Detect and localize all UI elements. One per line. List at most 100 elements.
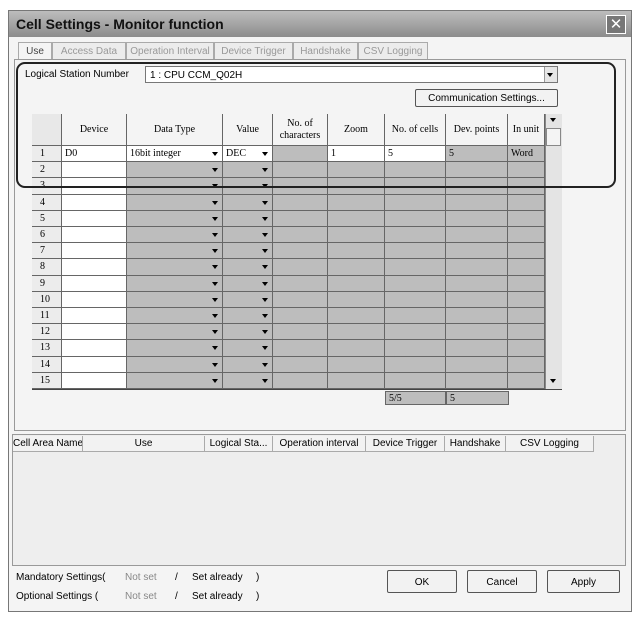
- grid-cell[interactable]: [328, 162, 385, 179]
- grid-cell[interactable]: 16bit integer: [127, 146, 223, 163]
- grid-cell[interactable]: [508, 324, 545, 341]
- list-header[interactable]: Logical Sta...: [205, 436, 273, 452]
- grid-cell[interactable]: [385, 210, 446, 227]
- grid-cell[interactable]: [223, 291, 273, 308]
- grid-cell[interactable]: [385, 356, 446, 373]
- button[interactable]: Cancel: [467, 570, 537, 593]
- grid-cell[interactable]: [385, 291, 446, 308]
- grid-cell[interactable]: [446, 162, 508, 179]
- grid-cell[interactable]: [127, 291, 223, 308]
- grid-cell[interactable]: [508, 308, 545, 325]
- grid-cell[interactable]: [273, 324, 328, 341]
- tab[interactable]: Access Data: [52, 42, 126, 59]
- grid-cell[interactable]: [508, 275, 545, 292]
- list-header[interactable]: Handshake: [445, 436, 506, 452]
- grid-cell[interactable]: [62, 243, 127, 260]
- grid-cell[interactable]: [273, 227, 328, 244]
- grid-cell[interactable]: [508, 210, 545, 227]
- grid-cell[interactable]: [62, 340, 127, 357]
- grid-cell[interactable]: [385, 372, 446, 389]
- grid-cell[interactable]: [62, 162, 127, 179]
- grid-cell[interactable]: [508, 356, 545, 373]
- grid-cell[interactable]: [446, 324, 508, 341]
- grid-cell[interactable]: [328, 372, 385, 389]
- grid-cell[interactable]: [127, 275, 223, 292]
- grid-cell[interactable]: [127, 243, 223, 260]
- grid-cell[interactable]: [508, 340, 545, 357]
- grid-cell[interactable]: [446, 356, 508, 373]
- grid-cell[interactable]: [385, 162, 446, 179]
- grid-cell[interactable]: [223, 194, 273, 211]
- button[interactable]: Apply: [547, 570, 620, 593]
- grid-cell[interactable]: [62, 259, 127, 276]
- grid-cell[interactable]: [328, 210, 385, 227]
- grid-cell[interactable]: [508, 243, 545, 260]
- list-header[interactable]: CSV Logging: [506, 436, 594, 452]
- grid-cell[interactable]: [223, 259, 273, 276]
- grid-cell[interactable]: [385, 194, 446, 211]
- grid-cell[interactable]: [385, 259, 446, 276]
- grid-cell[interactable]: [273, 340, 328, 357]
- grid-cell[interactable]: [127, 259, 223, 276]
- grid-cell[interactable]: [223, 275, 273, 292]
- grid-cell[interactable]: [223, 227, 273, 244]
- grid-cell[interactable]: [328, 308, 385, 325]
- grid-cell[interactable]: [127, 324, 223, 341]
- grid-cell[interactable]: [127, 210, 223, 227]
- grid-cell[interactable]: [223, 308, 273, 325]
- grid-cell[interactable]: [273, 275, 328, 292]
- tab[interactable]: Use: [18, 42, 52, 59]
- grid-cell[interactable]: [273, 356, 328, 373]
- grid-cell[interactable]: [508, 227, 545, 244]
- grid-cell[interactable]: [508, 259, 545, 276]
- grid-cell[interactable]: [446, 372, 508, 389]
- grid-cell[interactable]: [328, 356, 385, 373]
- grid-cell[interactable]: [328, 291, 385, 308]
- grid-cell[interactable]: [62, 308, 127, 325]
- scroll-thumb[interactable]: [546, 128, 561, 146]
- list-header[interactable]: Device Trigger: [366, 436, 445, 452]
- grid-cell[interactable]: [273, 308, 328, 325]
- grid-cell[interactable]: [273, 291, 328, 308]
- grid-cell[interactable]: [127, 227, 223, 244]
- tab[interactable]: Device Trigger: [214, 42, 293, 59]
- tab[interactable]: Handshake: [293, 42, 358, 59]
- grid-cell[interactable]: [446, 227, 508, 244]
- grid-cell[interactable]: [273, 243, 328, 260]
- grid-cell[interactable]: [446, 291, 508, 308]
- grid-cell[interactable]: [127, 340, 223, 357]
- grid-cell[interactable]: [273, 259, 328, 276]
- station-dropdown[interactable]: 1 : CPU CCM_Q02H: [145, 66, 558, 83]
- grid-cell[interactable]: [273, 194, 328, 211]
- grid-cell[interactable]: [223, 210, 273, 227]
- grid-cell[interactable]: [273, 162, 328, 179]
- grid-cell[interactable]: [273, 372, 328, 389]
- grid-cell[interactable]: [127, 308, 223, 325]
- grid-cell[interactable]: [328, 194, 385, 211]
- button[interactable]: Communication Settings...: [415, 89, 558, 107]
- grid-cell[interactable]: [385, 227, 446, 244]
- grid-cell[interactable]: [385, 324, 446, 341]
- grid-cell[interactable]: [223, 372, 273, 389]
- grid-cell[interactable]: [328, 243, 385, 260]
- grid-cell[interactable]: [273, 146, 328, 163]
- grid-cell[interactable]: D0: [62, 146, 127, 163]
- grid-cell[interactable]: 1: [328, 146, 385, 163]
- grid-cell[interactable]: [446, 275, 508, 292]
- grid-cell[interactable]: [385, 243, 446, 260]
- grid-cell[interactable]: [508, 162, 545, 179]
- grid-cell[interactable]: [446, 210, 508, 227]
- grid-cell[interactable]: [385, 308, 446, 325]
- grid-cell[interactable]: [223, 243, 273, 260]
- grid-cell[interactable]: [62, 372, 127, 389]
- grid-cell[interactable]: [446, 340, 508, 357]
- grid-cell[interactable]: Word: [508, 146, 545, 163]
- tab[interactable]: CSV Logging: [358, 42, 428, 59]
- grid-cell[interactable]: [62, 324, 127, 341]
- grid-cell[interactable]: [127, 162, 223, 179]
- grid-cell[interactable]: [62, 275, 127, 292]
- grid-cell[interactable]: 5: [385, 146, 446, 163]
- grid-cell[interactable]: [127, 372, 223, 389]
- grid-cell[interactable]: [508, 194, 545, 211]
- grid-cell[interactable]: [62, 194, 127, 211]
